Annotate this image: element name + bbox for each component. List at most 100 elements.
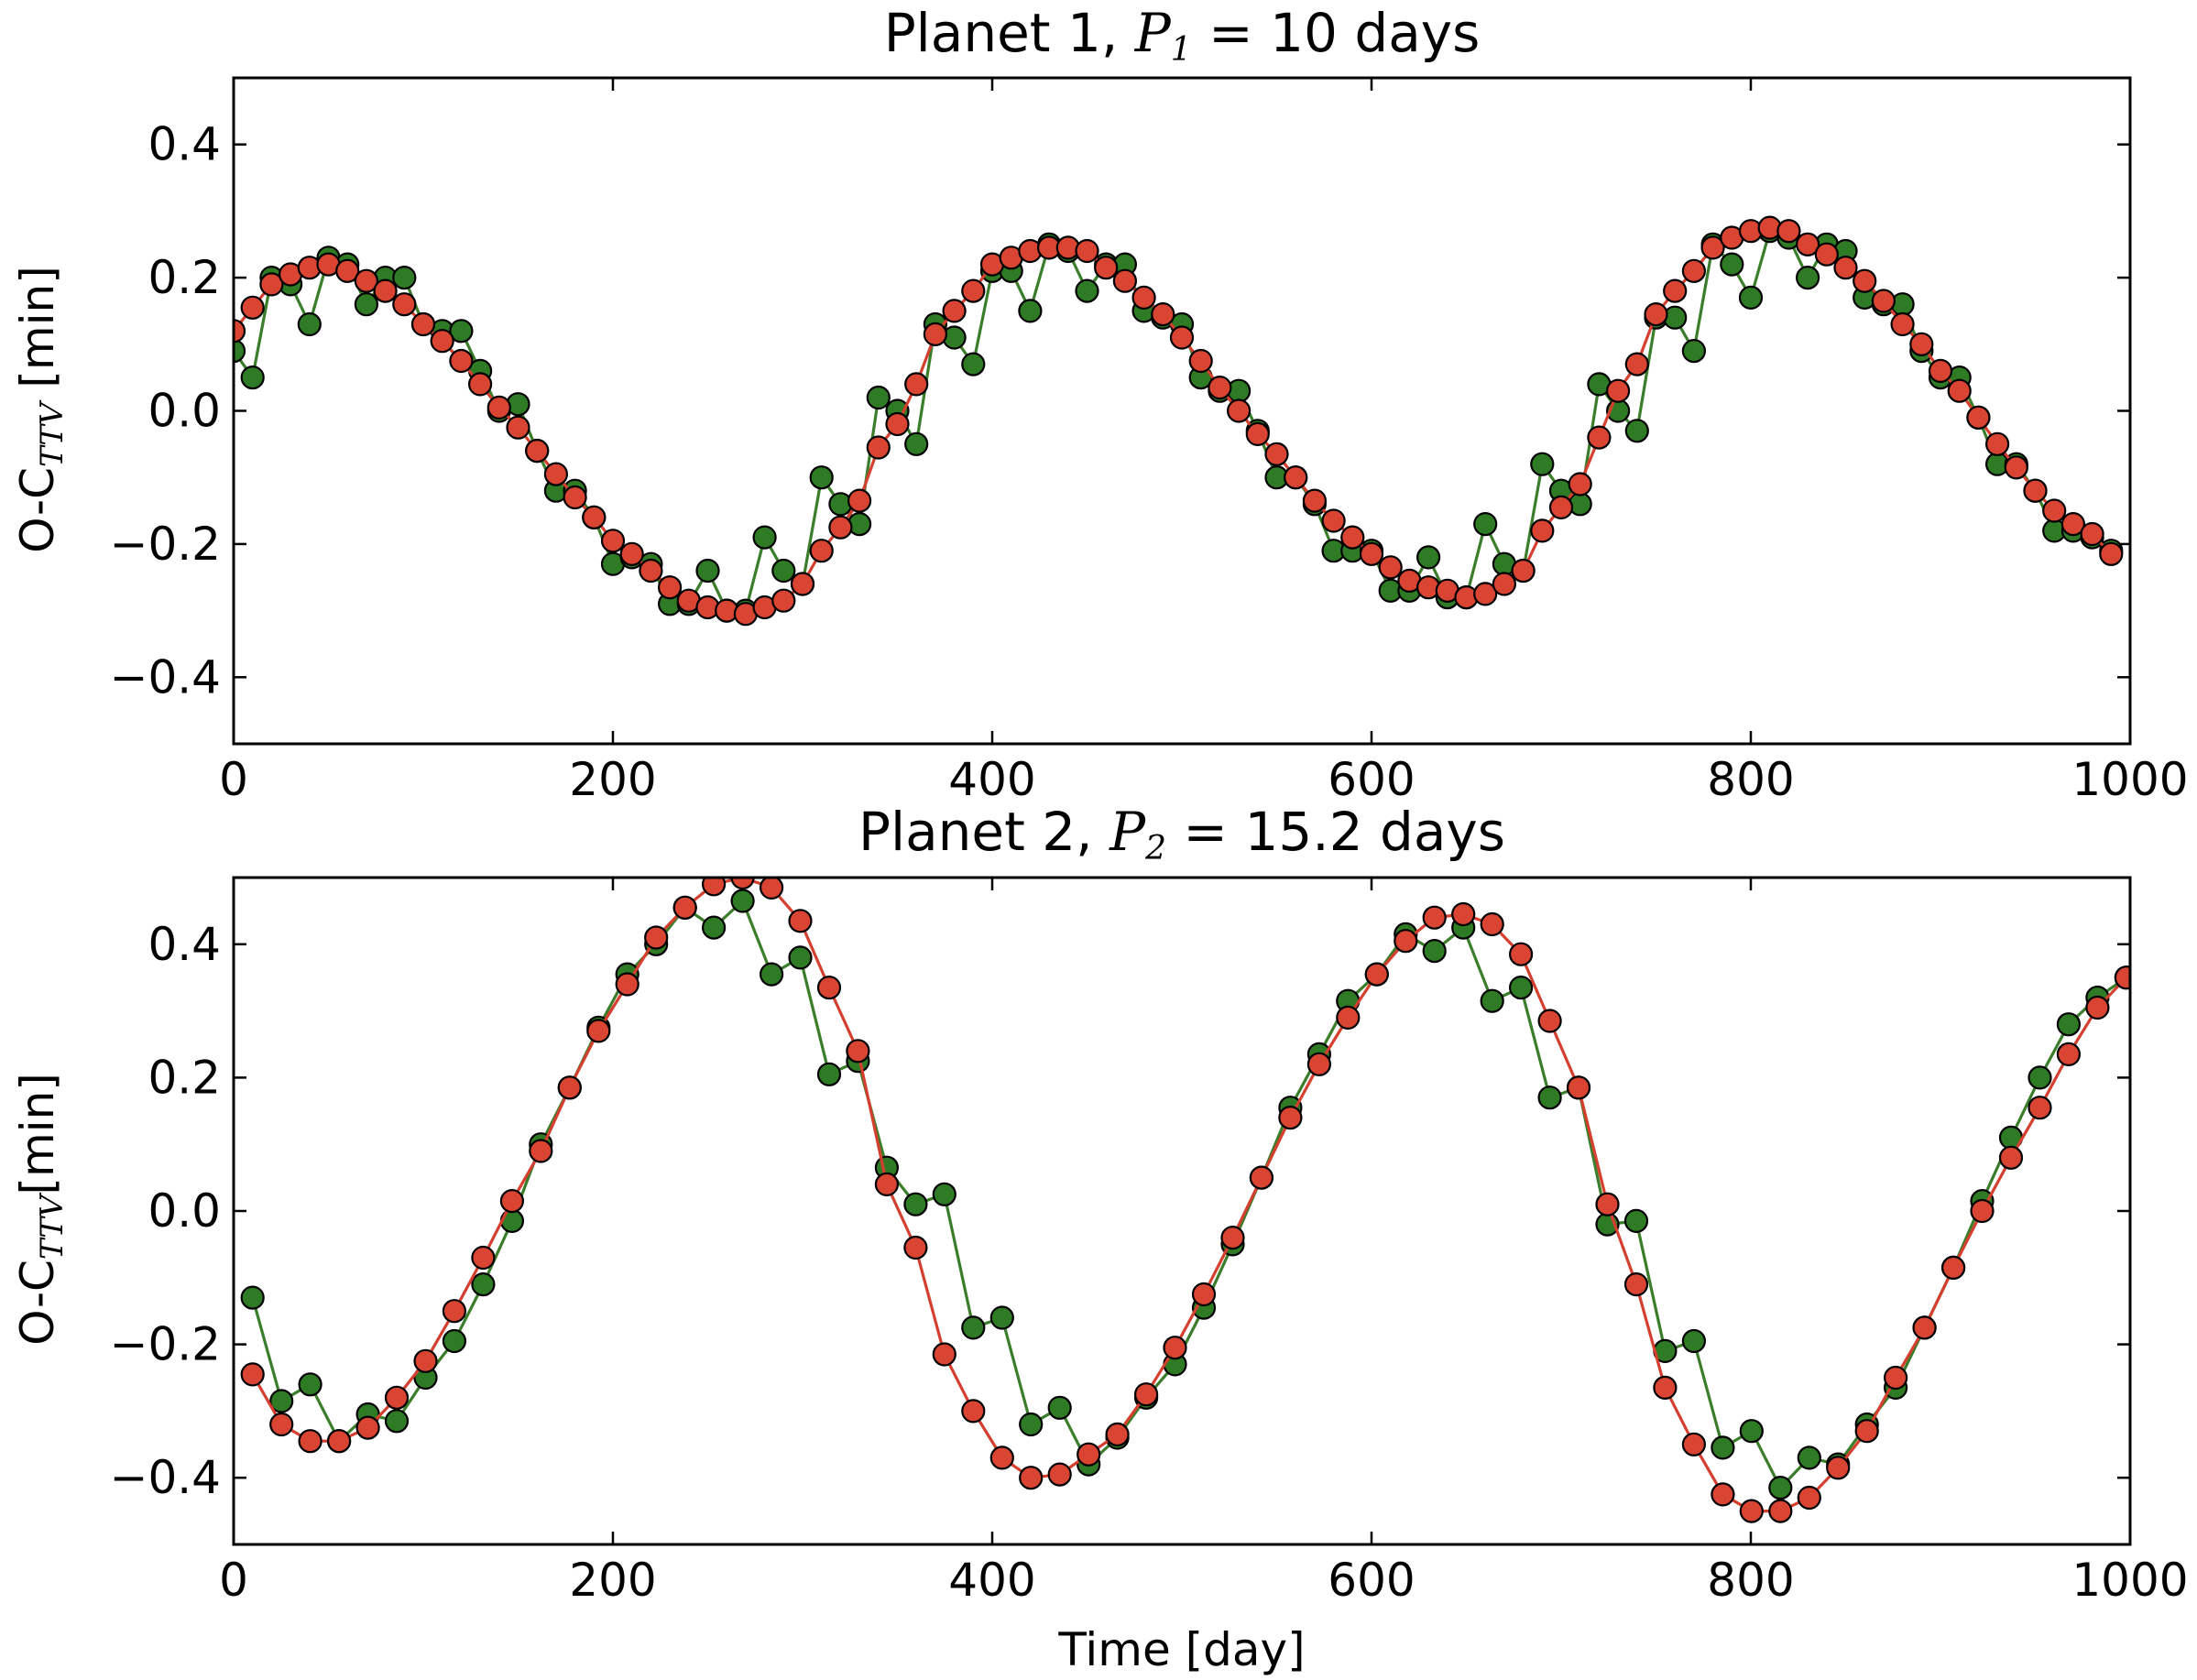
panel-2-observed-point xyxy=(1797,1445,1821,1470)
panel-2-model-point xyxy=(1739,1499,1764,1523)
panel-2-observed-point xyxy=(788,945,813,970)
panel-1-model-point xyxy=(1814,242,1839,267)
panel-2-model-point xyxy=(1336,1005,1361,1031)
panel-1-model-point xyxy=(1833,256,1858,280)
panel-1-model-point xyxy=(828,515,853,540)
panel-2-model-point xyxy=(1998,1145,2024,1170)
panel-1-ytick-label: 0.4 xyxy=(148,118,221,171)
panel-2-observed-point xyxy=(471,1271,496,1297)
panel-1-model-point xyxy=(1928,358,1953,383)
panel-2-model-point xyxy=(327,1429,352,1454)
panel-1-observed-point xyxy=(809,465,834,490)
panel-2-model-point xyxy=(816,975,842,1000)
panel-2-model-point xyxy=(1537,1009,1562,1033)
panel-1-xtick-label: 800 xyxy=(1707,753,1794,806)
panel-1-model-point xyxy=(600,529,626,553)
panel-1-observed-point xyxy=(866,385,891,410)
panel-2-xtick-label: 0 xyxy=(219,1554,248,1607)
panel-1-model-point xyxy=(1321,508,1346,533)
panel-1-model-point xyxy=(866,435,891,460)
panel-1-xtick-label: 200 xyxy=(569,753,656,806)
panel-2-observed-point xyxy=(2056,1012,2081,1037)
panel-1-observed-point xyxy=(1018,299,1043,323)
panel-2-model-point xyxy=(557,1075,582,1100)
panel-2-title-math-sub: 2 xyxy=(1144,830,1166,867)
panel-2-model-point xyxy=(2114,965,2130,990)
panel-1-xtick-label: 0 xyxy=(219,753,248,806)
panel-2-model-point xyxy=(1912,1315,1937,1340)
panel-2-model-point xyxy=(413,1348,438,1373)
panel-2-model-point xyxy=(1797,1485,1821,1511)
panel-2-model-point xyxy=(240,1362,265,1387)
panel-1-model-point xyxy=(790,572,815,596)
panel-2-observed-point xyxy=(269,1389,294,1413)
panel-2-model-point xyxy=(1681,1432,1707,1456)
panel-1-model-point xyxy=(1284,465,1308,490)
panel-1-model-point xyxy=(1890,311,1915,337)
panel-1-model-point xyxy=(1131,285,1156,310)
panel-1-model-point xyxy=(1075,238,1099,264)
panel-1-model-point xyxy=(2042,498,2067,523)
panel-1-observed-point xyxy=(449,319,474,344)
panel-2-ylabel-suffix: [min] xyxy=(11,1073,64,1195)
panel-1-xtick-label: 600 xyxy=(1328,753,1415,806)
panel-1-model-point xyxy=(525,439,550,464)
panel-2-observed-point xyxy=(1047,1395,1072,1420)
panel-1-model-point xyxy=(1245,421,1270,446)
panel-2-axes-frame xyxy=(232,876,2132,1546)
panel-2-model-point xyxy=(1394,929,1418,954)
panel-1-model-point xyxy=(373,278,398,303)
panel-1-model-point xyxy=(1094,256,1119,280)
panel-2-ytick-label: 0.2 xyxy=(148,1051,221,1104)
panel-2-model-point xyxy=(615,972,639,997)
panel-2-title: Planet 2, P2 = 15.2 days xyxy=(858,801,1505,867)
panel-2-model-point xyxy=(1653,1375,1678,1401)
panel-2-model-point xyxy=(384,1385,410,1410)
panel-2-model-point xyxy=(760,878,784,900)
panel-2-model-point xyxy=(1249,1165,1274,1190)
panel-1-observed-point xyxy=(297,311,322,337)
panel-2-model-point xyxy=(644,925,669,950)
panel-2-model-point xyxy=(1077,1442,1101,1467)
panel-2-ylabel-sub: TTV xyxy=(34,1192,71,1260)
panel-2-observed-point xyxy=(903,1192,928,1216)
panel-1-ytick-label: −0.4 xyxy=(110,650,221,704)
panel-2-model-point xyxy=(1595,1192,1620,1216)
panel-2-xtick-label: 1000 xyxy=(2071,1554,2188,1607)
panel-1-model-point xyxy=(1548,495,1574,520)
panel-2-model-point xyxy=(846,1039,870,1064)
panel-2-ytick-label: −0.4 xyxy=(110,1451,221,1504)
panel-1-axes-frame xyxy=(232,76,2132,746)
panel-2-model-point xyxy=(269,1412,294,1437)
panel-1-model-point xyxy=(1473,582,1498,606)
panel-1-observed-point xyxy=(904,431,929,456)
panel-2-xtick-label: 200 xyxy=(569,1554,656,1607)
panel-1-model-point xyxy=(1624,352,1649,376)
panel-1-model-point xyxy=(563,485,587,510)
panel-2-model-point xyxy=(2085,995,2110,1020)
panel-1-model-point xyxy=(809,539,834,563)
panel-1-model-point xyxy=(1853,268,1877,293)
panel-1-model-point xyxy=(942,299,967,323)
panel-1-model-point xyxy=(1188,348,1213,374)
panel-1-model-point xyxy=(904,372,929,397)
panel-1-observed-point xyxy=(1075,278,1099,303)
panel-2-model-point xyxy=(1163,1336,1187,1360)
panel-2-model-point xyxy=(1623,1271,1649,1297)
panel-1-model-point xyxy=(354,268,378,293)
panel-2-model-point xyxy=(932,1342,956,1367)
panel-1-model-point xyxy=(259,272,284,297)
panel-2-observed-point xyxy=(759,962,784,987)
panel-1-observed-point xyxy=(771,558,796,584)
panel-1-model-point xyxy=(1492,572,1517,596)
panel-2-model-point xyxy=(1884,1365,1908,1391)
panel-2-model-point xyxy=(2028,1096,2052,1120)
panel-2-model-point xyxy=(1422,905,1447,930)
panel-2-title-math-rest: = 15.2 xyxy=(1166,801,1363,863)
panel-1-model-point xyxy=(619,541,644,566)
panel-2-observed-point xyxy=(1739,1419,1764,1444)
panel-1-observed-point xyxy=(752,525,777,550)
panel-2-observed-point xyxy=(701,915,727,940)
panel-1-model-point xyxy=(2080,521,2104,547)
